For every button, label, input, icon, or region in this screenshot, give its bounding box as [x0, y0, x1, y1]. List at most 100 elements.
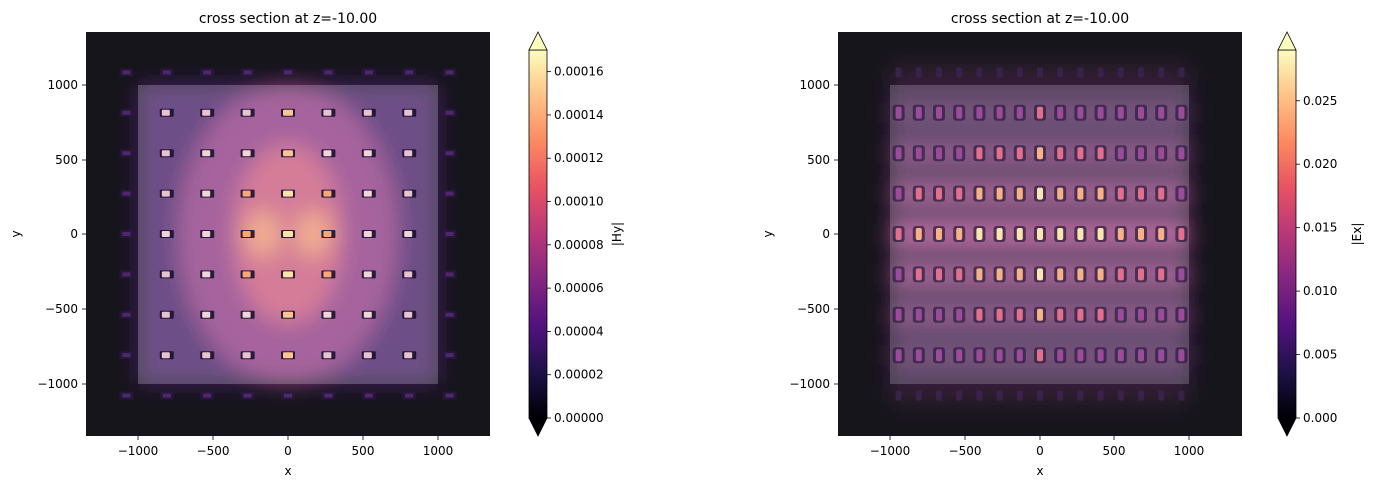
hole-highlight — [1077, 308, 1084, 321]
hole-highlight — [242, 311, 251, 318]
colorbar-tick-label: 0.010 — [1303, 284, 1337, 298]
hole-highlight — [162, 393, 171, 398]
hole-highlight — [283, 311, 293, 318]
hole-highlight — [1016, 67, 1023, 78]
hole-highlight — [202, 190, 211, 197]
hole-highlight — [122, 70, 131, 75]
hole-highlight — [242, 271, 251, 278]
hole-highlight — [1077, 147, 1084, 160]
right-hole-markers — [892, 67, 1188, 401]
hole-highlight — [1138, 349, 1144, 362]
hole-highlight — [895, 187, 902, 200]
y-tick-label: 500 — [807, 153, 830, 167]
hole-highlight — [1178, 67, 1185, 78]
hole-highlight — [122, 232, 131, 236]
hole-highlight — [323, 190, 332, 197]
hole-highlight — [1077, 106, 1084, 119]
hole-highlight — [956, 106, 963, 119]
colorbar-tick-label: 0.00002 — [554, 368, 604, 382]
hole-highlight — [1057, 187, 1064, 200]
hole-highlight — [1158, 308, 1165, 321]
hole-highlight — [1158, 228, 1165, 240]
hole-highlight — [1158, 349, 1165, 362]
right-colorbar-ticks: 0.000 0.005 0.010 0.015 0.020 0.025 — [1296, 94, 1337, 425]
hole-highlight — [956, 228, 963, 240]
hole-highlight — [203, 70, 212, 75]
hole-highlight — [1138, 106, 1144, 119]
hole-highlight — [324, 70, 333, 75]
left-colorbar-extend-top — [528, 31, 548, 51]
hole-highlight — [1158, 147, 1165, 160]
hole-highlight — [242, 231, 251, 237]
hole-highlight — [936, 187, 942, 200]
hole-highlight — [1077, 228, 1084, 240]
hole-highlight — [445, 312, 454, 317]
hole-highlight — [1178, 268, 1185, 281]
hole-highlight — [202, 109, 211, 116]
hole-highlight — [895, 390, 902, 401]
hole-highlight — [1117, 349, 1124, 362]
hole-highlight — [895, 67, 902, 78]
hole-highlight — [404, 190, 413, 197]
hole-highlight — [1037, 308, 1043, 321]
hole-highlight — [996, 228, 1003, 240]
field-region — [295, 212, 331, 256]
hole-highlight — [1037, 106, 1043, 119]
hole-highlight — [323, 311, 332, 318]
y-tick-label: 0 — [70, 227, 78, 241]
hole-highlight — [445, 191, 454, 196]
x-tick-label: −1000 — [118, 444, 159, 458]
hole-highlight — [1138, 268, 1144, 281]
hole-highlight — [323, 150, 332, 157]
hole-highlight — [323, 231, 332, 237]
left-plot-area — [86, 32, 490, 436]
colorbar-tick-label: 0.00012 — [554, 151, 604, 165]
hole-highlight — [242, 352, 251, 359]
hole-highlight — [284, 393, 292, 398]
hole-highlight — [915, 228, 922, 240]
hole-highlight — [404, 109, 413, 116]
right-colorbar-gradient — [1277, 49, 1297, 419]
hole-highlight — [956, 147, 963, 160]
hole-highlight — [202, 311, 211, 318]
hole-highlight — [1117, 106, 1124, 119]
hole-highlight — [895, 349, 902, 362]
hole-highlight — [283, 190, 293, 197]
hole-highlight — [1016, 390, 1023, 401]
hole-highlight — [161, 271, 170, 278]
hole-highlight — [936, 106, 942, 119]
hole-highlight — [996, 106, 1003, 119]
hole-highlight — [956, 268, 963, 281]
hole-highlight — [203, 393, 212, 398]
y-tick-label: −1000 — [789, 377, 830, 391]
x-tick-label: 0 — [1036, 444, 1044, 458]
left-y-ticks: 1000 500 0 −500 −1000 — [37, 78, 86, 391]
hole-highlight — [363, 109, 372, 116]
hole-highlight — [915, 349, 922, 362]
hole-highlight — [1097, 106, 1104, 119]
hole-highlight — [405, 70, 414, 75]
hole-highlight — [283, 150, 293, 157]
hole-highlight — [122, 191, 131, 196]
hole-highlight — [404, 271, 413, 278]
hole-highlight — [1057, 308, 1064, 321]
hole-highlight — [915, 268, 922, 281]
hole-highlight — [445, 353, 454, 358]
hole-highlight — [936, 228, 942, 240]
hole-highlight — [1158, 67, 1165, 78]
right-y-ticks: 1000 500 0 −500 −1000 — [789, 78, 838, 391]
hole-highlight — [324, 393, 333, 398]
hole-highlight — [996, 349, 1003, 362]
left-x-ticks: −1000 −500 0 500 1000 — [118, 436, 453, 458]
hole-highlight — [1117, 228, 1124, 240]
hole-highlight — [363, 190, 372, 197]
hole-highlight — [161, 311, 170, 318]
hole-highlight — [976, 268, 983, 281]
hole-highlight — [445, 393, 454, 398]
right-colorbar-extend-bottom — [1277, 417, 1297, 437]
hole-highlight — [956, 349, 963, 362]
right-x-axis-label: x — [1036, 464, 1043, 478]
hole-highlight — [284, 70, 292, 75]
hole-highlight — [1037, 268, 1043, 281]
hole-highlight — [996, 390, 1003, 401]
